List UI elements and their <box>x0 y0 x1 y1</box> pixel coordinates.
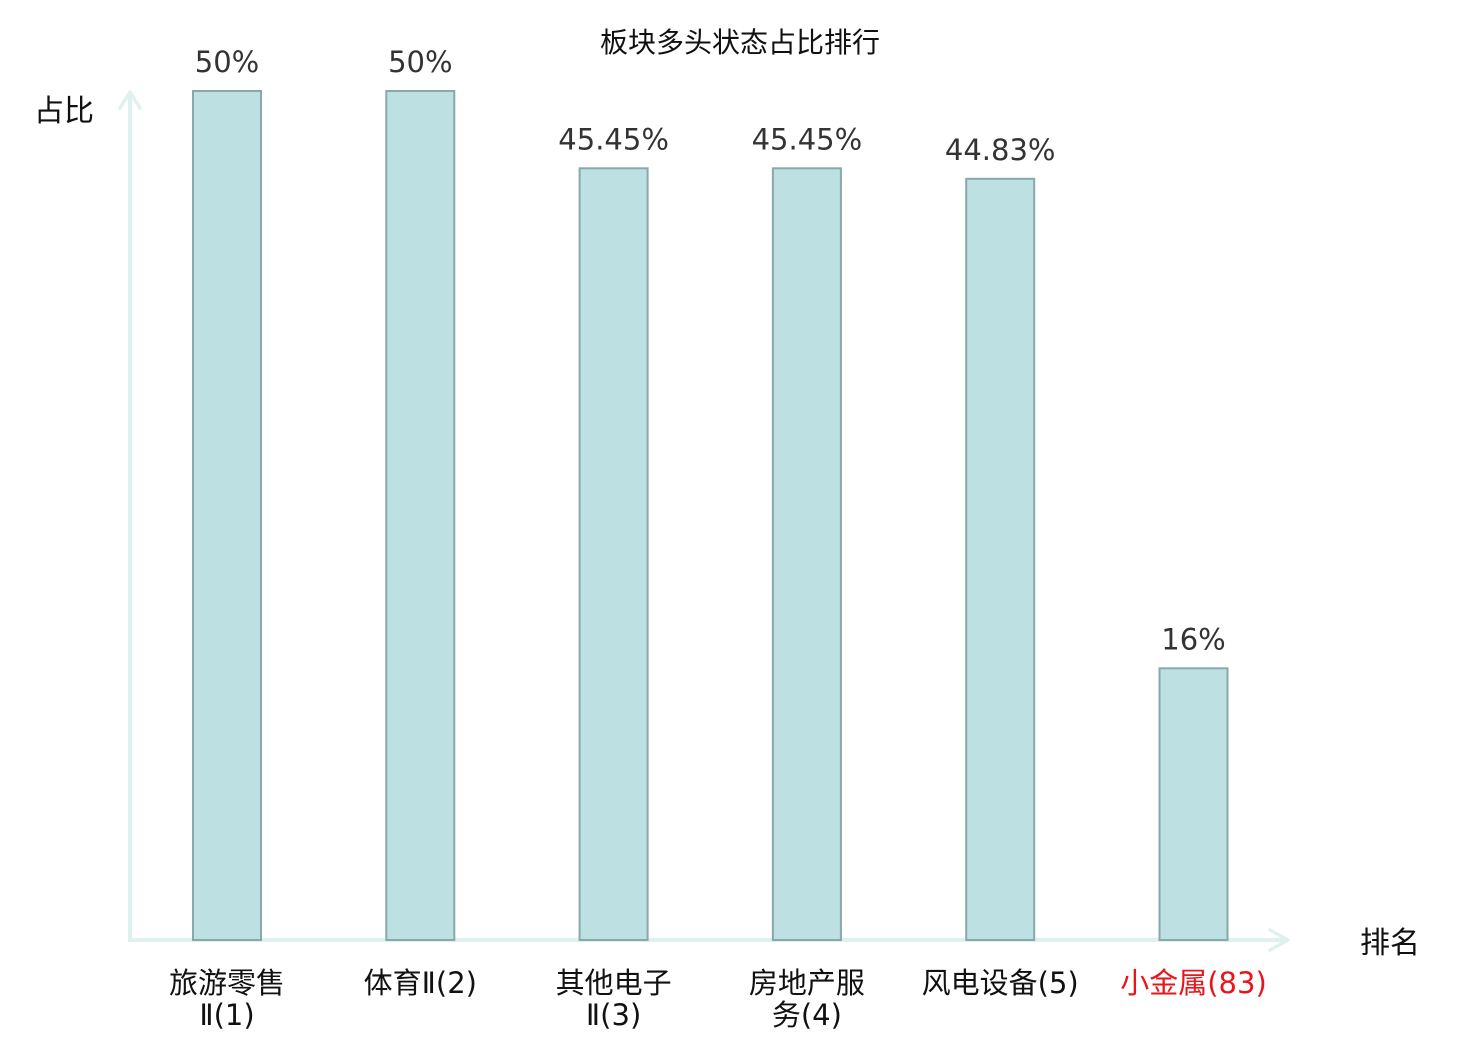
value-label-1: 50% <box>195 45 259 79</box>
category-label-1-line-1: 旅游零售 <box>169 966 285 1000</box>
x-axis-label: 排名 <box>1360 926 1420 961</box>
category-label-6-line-1: 小金属(83) <box>1120 966 1267 1000</box>
bar-4 <box>771 167 842 942</box>
value-labels-group: 50% 50% 45.45% 45.45% 44.83% 16% <box>195 45 1226 656</box>
chart-title: 板块多头状态占比排行 <box>600 26 880 59</box>
bars-group <box>192 90 1229 942</box>
category-label-5-line-1: 风电设备(5) <box>922 966 1079 1000</box>
category-label-3-line-2: Ⅱ(3) <box>586 998 641 1032</box>
value-label-4: 45.45% <box>752 122 863 156</box>
category-label-2-line-1: 体育Ⅱ(2) <box>364 966 477 1000</box>
category-label-4-line-1: 房地产服 <box>749 966 865 1000</box>
category-label-1-line-2: Ⅱ(1) <box>199 998 254 1032</box>
bar-2 <box>385 90 456 941</box>
value-label-2: 50% <box>388 45 452 79</box>
bar-5 <box>965 177 1036 942</box>
y-axis-label: 占比 <box>34 94 94 129</box>
value-label-3: 45.45% <box>558 122 669 156</box>
value-label-5: 44.83% <box>945 133 1056 167</box>
category-label-4-line-2: 务(4) <box>772 998 842 1032</box>
bar-1 <box>192 90 262 941</box>
bar-6 <box>1158 667 1229 941</box>
x-axis-arrow-icon <box>1268 928 1290 952</box>
y-axis-arrow-icon <box>118 90 142 110</box>
value-label-6: 16% <box>1161 622 1225 656</box>
category-label-3-line-1: 其他电子 <box>556 966 672 1000</box>
bar-3 <box>578 167 649 942</box>
